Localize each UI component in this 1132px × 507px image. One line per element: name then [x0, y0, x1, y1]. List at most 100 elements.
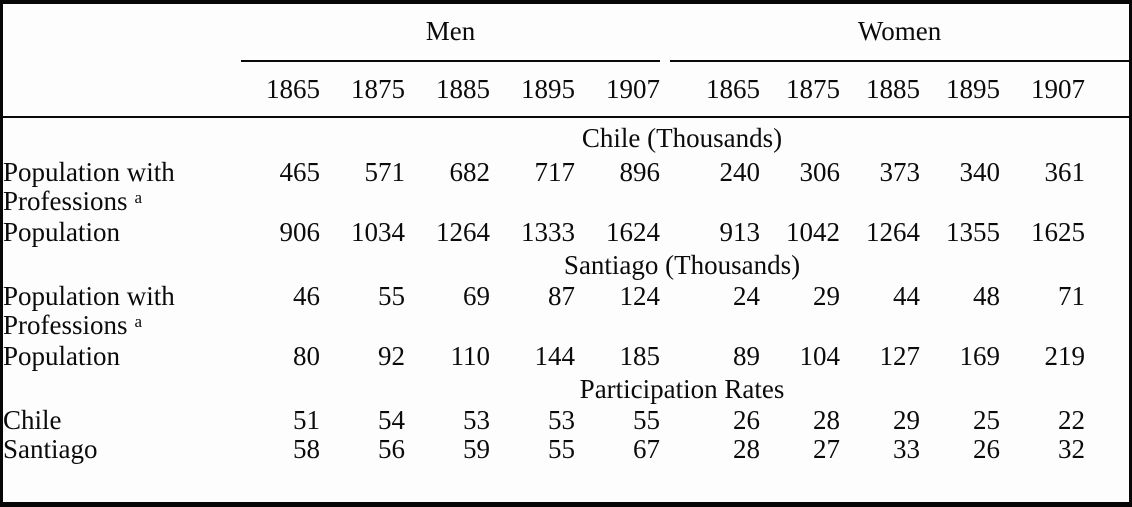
row-label-line1: Population with — [3, 281, 175, 311]
value-cell: 28 — [813, 405, 841, 435]
year-header-men: 1907 — [575, 62, 661, 118]
years-header-row: 1865 1875 1885 1895 1907 1865 1875 1885 … — [3, 62, 1129, 118]
footnote-marker: a — [134, 312, 143, 331]
row-label: Santiago — [3, 434, 98, 464]
value-cell: 87 — [548, 281, 575, 311]
value-cell: 24 — [733, 281, 761, 311]
value-cell: 169 — [959, 341, 1001, 371]
year-header-women: 1865 — [660, 62, 761, 118]
value-cell: 104 — [799, 341, 841, 371]
value-cell: 53 — [463, 405, 490, 435]
value-cell: 185 — [619, 341, 661, 371]
value-cell: 1034 — [351, 217, 405, 247]
spacer-cell — [1085, 158, 1129, 218]
row-label-line1: Population with — [3, 157, 175, 187]
empty-label-cell — [3, 372, 235, 406]
value-cell: 26 — [733, 405, 761, 435]
value-cell: 682 — [449, 157, 491, 187]
value-cell: 340 — [959, 157, 1001, 187]
value-cell: 124 — [619, 281, 661, 311]
empty-label-cell — [3, 117, 235, 158]
spacer-cell — [1085, 342, 1129, 372]
value-cell: 46 — [293, 281, 320, 311]
value-cell: 913 — [719, 217, 761, 247]
value-cell: 465 — [279, 157, 321, 187]
value-cell: 53 — [548, 405, 575, 435]
value-cell: 906 — [279, 217, 321, 247]
value-cell: 1625 — [1031, 217, 1086, 247]
spacer-cell — [1085, 406, 1129, 435]
value-cell: 1042 — [786, 217, 841, 247]
value-cell: 1264 — [866, 217, 921, 247]
value-cell: 219 — [1044, 341, 1086, 371]
value-cell: 89 — [733, 341, 761, 371]
value-cell: 44 — [893, 281, 921, 311]
row-label: Chile — [3, 405, 62, 435]
group-header-women: Women — [660, 4, 1129, 62]
table-row: Population with Professions a 465 571 682… — [3, 158, 1129, 218]
value-cell: 127 — [879, 341, 921, 371]
row-label: Population with Professions a — [3, 158, 235, 218]
table-row: Population with Professions a 46 55 69 87… — [3, 282, 1129, 342]
year-header-men: 1865 — [235, 62, 320, 118]
year-header-women: 1895 — [920, 62, 1001, 118]
value-cell: 29 — [813, 281, 841, 311]
value-cell: 571 — [364, 157, 406, 187]
group-header-row: Men Women — [3, 4, 1129, 62]
value-cell: 58 — [293, 434, 320, 464]
value-cell: 144 — [534, 341, 576, 371]
value-cell: 55 — [633, 405, 661, 435]
section-title-row: Santiago (Thousands) — [3, 248, 1129, 282]
value-cell: 1333 — [521, 217, 575, 247]
corner-cell — [3, 4, 235, 62]
value-cell: 1624 — [606, 217, 661, 247]
table-row: Population 906 1034 1264 1333 1624 913 1… — [3, 218, 1129, 248]
value-cell: 29 — [893, 405, 921, 435]
value-cell: 32 — [1058, 434, 1086, 464]
year-header-women: 1875 — [760, 62, 841, 118]
population-professions-table: Men Women 1865 1875 1885 1895 1907 1865 … — [3, 4, 1129, 464]
section-title-row: Participation Rates — [3, 372, 1129, 406]
table-row: Chile 51 54 53 53 55 26 28 29 25 22 — [3, 406, 1129, 435]
value-cell: 240 — [719, 157, 761, 187]
row-label: Population with Professions a — [3, 282, 235, 342]
value-cell: 48 — [973, 281, 1001, 311]
value-cell: 80 — [293, 341, 320, 371]
value-cell: 717 — [534, 157, 576, 187]
value-cell: 67 — [633, 434, 661, 464]
value-cell: 33 — [893, 434, 921, 464]
group-header-men: Men — [235, 4, 661, 62]
row-label: Population — [3, 217, 121, 247]
value-cell: 361 — [1044, 157, 1086, 187]
row-label-line2: Professions a — [3, 311, 235, 340]
value-cell: 56 — [378, 434, 405, 464]
group-label-men: Men — [241, 16, 661, 62]
value-cell: 71 — [1058, 281, 1086, 311]
group-label-women: Women — [670, 16, 1129, 62]
value-cell: 25 — [973, 405, 1001, 435]
value-cell: 55 — [548, 434, 575, 464]
year-header-women: 1907 — [1000, 62, 1086, 118]
value-cell: 27 — [813, 434, 841, 464]
value-cell: 55 — [378, 281, 405, 311]
year-header-men: 1885 — [405, 62, 490, 118]
spacer-cell — [1085, 62, 1129, 118]
value-cell: 51 — [293, 405, 320, 435]
value-cell: 28 — [733, 434, 761, 464]
value-cell: 26 — [973, 434, 1001, 464]
year-header-women: 1885 — [840, 62, 921, 118]
value-cell: 1264 — [436, 217, 490, 247]
value-cell: 306 — [799, 157, 841, 187]
row-label-text: Professions — [3, 310, 128, 340]
section-title: Participation Rates — [579, 373, 785, 404]
value-cell: 59 — [463, 434, 490, 464]
value-cell: 54 — [378, 405, 405, 435]
value-cell: 69 — [463, 281, 490, 311]
row-label: Population — [3, 341, 121, 371]
footnote-marker: a — [134, 188, 143, 207]
row-label-text: Professions — [3, 186, 128, 216]
value-cell: 110 — [450, 341, 491, 371]
year-header-men: 1895 — [490, 62, 575, 118]
value-cell: 373 — [879, 157, 921, 187]
value-cell: 92 — [378, 341, 405, 371]
